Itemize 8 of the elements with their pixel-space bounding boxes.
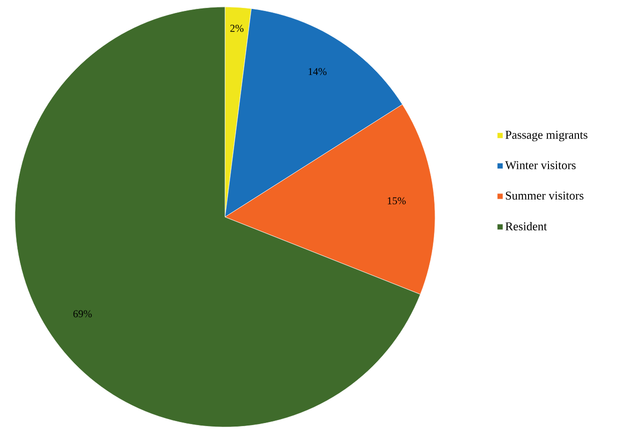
legend-label: Summer visitors — [506, 192, 584, 200]
data-label: 2% — [230, 24, 244, 32]
data-label: 69% — [73, 310, 92, 318]
legend-label: Passage migrants — [505, 130, 588, 142]
data-label: 15% — [388, 197, 406, 204]
legend-label: Resident — [505, 222, 547, 230]
legend-label: Winter visitors — [505, 161, 576, 170]
data-label: 14% — [308, 68, 327, 76]
